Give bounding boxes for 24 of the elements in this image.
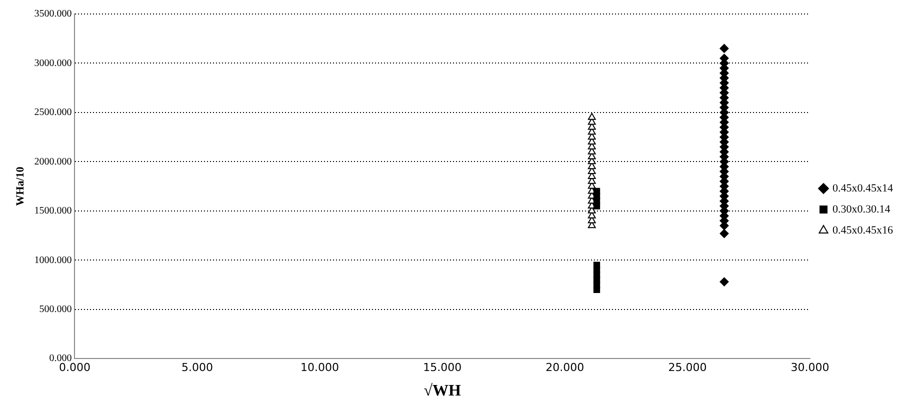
y-tick-label: 2000.000	[34, 156, 72, 168]
y-tick-label: 500.000	[39, 304, 72, 315]
point	[720, 44, 729, 53]
point	[720, 229, 729, 238]
y-tick-label: 3500.000	[34, 8, 72, 20]
y-axis-title: WHa/10	[14, 166, 26, 206]
x-tick-label: 25.000	[668, 361, 707, 374]
y-tick-label: 1000.000	[34, 254, 72, 266]
point	[720, 277, 729, 286]
x-tick-label: 15.000	[423, 361, 462, 374]
y-tick-label: 2500.000	[34, 107, 72, 118]
legend-label: 0.30x0.30.14	[832, 203, 891, 216]
x-axis-title: √WH	[424, 382, 462, 400]
y-tick-label: 3000.000	[34, 58, 72, 69]
point	[593, 188, 600, 195]
x-tick-label: 10.000	[300, 361, 340, 374]
x-tick-label: 20.000	[546, 361, 584, 374]
x-tick-label: 5.000	[182, 361, 213, 374]
y-tick-label: 1500.000	[34, 206, 72, 217]
legend-label: 0.45x0.45x14	[832, 182, 894, 194]
point	[588, 112, 596, 120]
legend-label: 0.45x0.45x16	[832, 224, 894, 236]
point	[593, 262, 600, 268]
x-tick-label: 30.000	[790, 361, 830, 374]
